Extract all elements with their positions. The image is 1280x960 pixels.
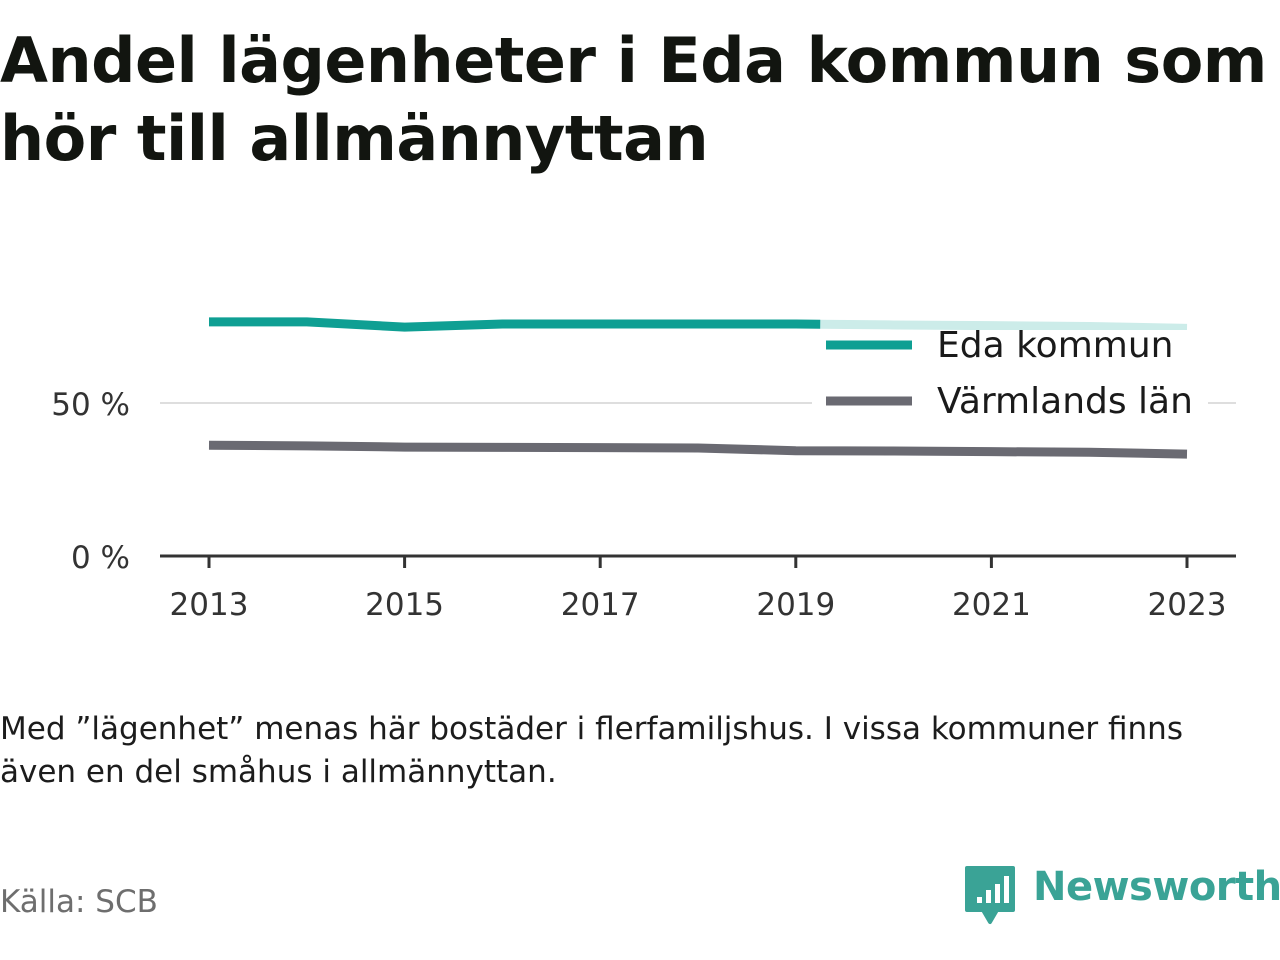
series-1-line: [208, 440, 1188, 459]
source-label: Källa: SCB: [0, 884, 158, 920]
x-tick-label-2019: 2019: [756, 587, 835, 623]
newsworthy-brand[interactable]: Newsworthy: [963, 862, 1280, 928]
axes: 0 % 50 % 2013 2015 2017 2019 2021 2023: [51, 387, 1236, 623]
series-0-line-faded: [820, 319, 1188, 333]
x-tick-label-2017: 2017: [561, 587, 640, 623]
chart-note: Med ”lägenhet” menas här bostäder i fler…: [0, 711, 1183, 790]
legend-label-0: Eda kommun: [937, 325, 1173, 366]
x-tick-label-2015: 2015: [365, 587, 444, 623]
brand-name: Newsworthy: [1033, 864, 1280, 910]
x-tick-label-2021: 2021: [952, 587, 1031, 623]
x-tick-label-2013: 2013: [170, 587, 249, 623]
x-tick-label-2023: 2023: [1148, 587, 1227, 623]
series-lines: [208, 317, 1188, 459]
y-tick-label-50: 50 %: [51, 387, 130, 423]
newsworthy-logo-icon: [965, 866, 1015, 924]
chart-title: Andel lägenheter i Eda kommun som hör ti…: [0, 24, 1267, 175]
y-tick-label-0: 0 %: [71, 540, 130, 576]
series-0-line: [209, 317, 821, 332]
line-chart: 0 % 50 % 2013 2015 2017 2019 2021 2023 Eda komm…: [51, 317, 1236, 623]
legend: Eda kommun Värmlands län: [812, 325, 1208, 430]
legend-label-1: Värmlands län: [937, 381, 1193, 422]
